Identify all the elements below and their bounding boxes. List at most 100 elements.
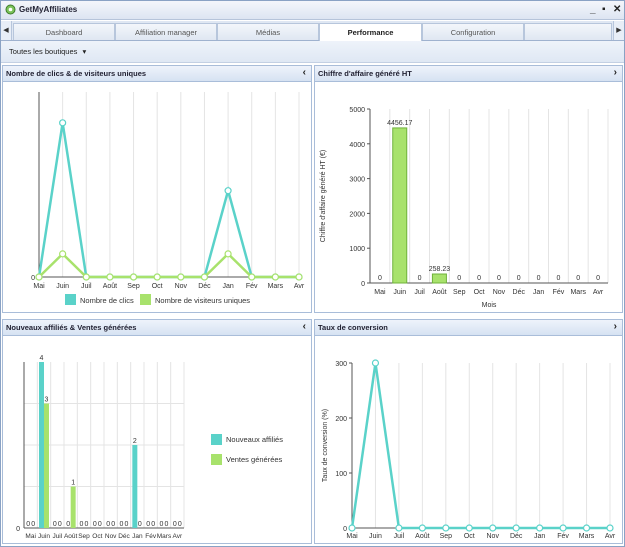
revenue-panel: Chiffre d'affaire généré HT › 0 1000 2000 3… bbox=[314, 65, 623, 313]
x-tick-label: Avr bbox=[593, 289, 604, 296]
tab-scroll-left-icon[interactable]: ◀ bbox=[1, 21, 12, 40]
x-tick-label: Mars bbox=[268, 283, 284, 290]
data-label: 0 bbox=[151, 521, 155, 528]
x-tick-label: Nov bbox=[175, 283, 188, 290]
data-point bbox=[489, 524, 497, 532]
data-label: 4 bbox=[40, 355, 44, 362]
data-label: 0 bbox=[138, 521, 142, 528]
data-point bbox=[465, 524, 473, 532]
revenue-bar bbox=[431, 273, 447, 284]
collapse-icon[interactable]: ‹ bbox=[302, 321, 306, 332]
x-tick-label: Avr bbox=[173, 533, 183, 540]
data-label: 0 bbox=[596, 275, 600, 282]
tab-extra[interactable] bbox=[524, 23, 612, 40]
y-tick-label: 3000 bbox=[349, 177, 365, 184]
data-label: 0 bbox=[576, 275, 580, 282]
title-bar: GetMyAffiliates _ ▪ ✕ bbox=[1, 1, 624, 20]
y-tick-label: 0 bbox=[343, 526, 347, 533]
collapse-icon[interactable]: ‹ bbox=[302, 67, 306, 78]
maximize-button[interactable]: ▪ bbox=[602, 4, 606, 15]
x-tick-label: Déc bbox=[513, 289, 526, 296]
data-label: 1 bbox=[71, 480, 75, 487]
data-label: 0 bbox=[477, 275, 481, 282]
x-tick-label: Août bbox=[432, 289, 446, 296]
x-tick-label: Fév bbox=[145, 533, 157, 540]
legend-label: Nouveaux affiliés bbox=[226, 435, 283, 444]
data-point bbox=[59, 250, 67, 258]
bar-0 bbox=[39, 362, 44, 528]
minimize-button[interactable]: _ bbox=[590, 4, 596, 15]
data-label: 0 bbox=[31, 521, 35, 528]
data-label: 0 bbox=[26, 521, 30, 528]
tab-performance[interactable]: Performance bbox=[319, 23, 422, 41]
bar-1 bbox=[44, 403, 49, 528]
x-tick-label: Juin bbox=[56, 283, 69, 290]
y-tick-label: 0 bbox=[31, 275, 35, 282]
data-point bbox=[248, 273, 256, 281]
tab-scroll-right-icon[interactable]: ▶ bbox=[613, 21, 624, 40]
data-point bbox=[395, 524, 403, 532]
data-label: 0 bbox=[66, 521, 70, 528]
expand-icon[interactable]: › bbox=[613, 321, 617, 332]
x-tick-label: Fév bbox=[246, 283, 258, 290]
data-label: 0 bbox=[160, 521, 164, 528]
data-point bbox=[536, 524, 544, 532]
x-tick-label: Sep bbox=[453, 289, 466, 296]
data-point bbox=[295, 273, 303, 281]
data-label: 0 bbox=[537, 275, 541, 282]
series-line-1 bbox=[38, 252, 299, 279]
data-label: 0 bbox=[93, 521, 97, 528]
data-label: 0 bbox=[556, 275, 560, 282]
x-tick-label: Mars bbox=[579, 533, 595, 540]
tab-affiliation-manager[interactable]: Affiliation manager bbox=[115, 23, 217, 40]
data-point bbox=[418, 524, 426, 532]
tab-medias[interactable]: Médias bbox=[217, 23, 319, 40]
y-axis-title: Chiffre d'affaire généré HT (€) bbox=[320, 150, 327, 242]
legend-swatch bbox=[211, 454, 222, 465]
data-label: 0 bbox=[497, 275, 501, 282]
x-tick-label: Sep bbox=[127, 283, 140, 290]
legend-swatch bbox=[211, 434, 222, 445]
x-tick-label: Déc bbox=[198, 283, 211, 290]
x-tick-label: Mars bbox=[570, 289, 586, 296]
shop-filter-dropdown[interactable]: Toutes les boutiques ▾ bbox=[9, 47, 86, 56]
x-tick-label: Avr bbox=[294, 283, 305, 290]
data-point bbox=[59, 119, 67, 127]
clicks-panel-header: Nombre de clics & de visiteurs uniques ‹ bbox=[3, 66, 311, 82]
data-point bbox=[442, 524, 450, 532]
conversion-panel: Taux de conversion › 0 100 200 300 Mai Juin Ju… bbox=[314, 319, 623, 544]
bar-1 bbox=[70, 486, 76, 528]
data-label: 0 bbox=[111, 521, 115, 528]
expand-icon[interactable]: › bbox=[613, 67, 617, 78]
y-tick-label: 200 bbox=[335, 416, 347, 423]
data-label: 0 bbox=[173, 521, 177, 528]
clicks-panel: Nombre de clics & de visiteurs uniques ‹… bbox=[2, 65, 312, 313]
shop-filter-label: Toutes les boutiques bbox=[9, 47, 78, 56]
x-tick-label: Oct bbox=[474, 289, 485, 296]
close-button[interactable]: ✕ bbox=[613, 4, 622, 15]
affiliates-panel-header: Nouveaux affiliés & Ventes générées ‹ bbox=[3, 320, 311, 336]
x-tick-label: Juin bbox=[38, 533, 50, 540]
data-label: 0 bbox=[98, 521, 102, 528]
data-label: 2 bbox=[133, 438, 137, 445]
data-label: 0 bbox=[106, 521, 110, 528]
data-point bbox=[153, 273, 161, 281]
x-tick-label: Juin bbox=[369, 533, 382, 540]
tab-configuration[interactable]: Configuration bbox=[422, 23, 524, 40]
tab-dashboard[interactable]: Dashboard bbox=[13, 23, 115, 40]
x-tick-label: Juil bbox=[52, 533, 62, 540]
revenue-panel-title: Chiffre d'affaire généré HT bbox=[318, 69, 412, 78]
x-tick-label: Oct bbox=[464, 533, 475, 540]
data-point bbox=[582, 524, 591, 532]
conversion-panel-title: Taux de conversion bbox=[318, 323, 388, 332]
data-point bbox=[35, 273, 43, 281]
data-label: 0 bbox=[80, 521, 84, 528]
data-label: 0 bbox=[125, 521, 129, 528]
x-tick-label: Nov bbox=[493, 289, 506, 296]
data-label: 0 bbox=[85, 521, 89, 528]
data-point bbox=[606, 524, 614, 532]
conversion-panel-header: Taux de conversion › bbox=[315, 320, 622, 336]
data-label: 0 bbox=[53, 521, 57, 528]
data-point bbox=[200, 273, 209, 281]
